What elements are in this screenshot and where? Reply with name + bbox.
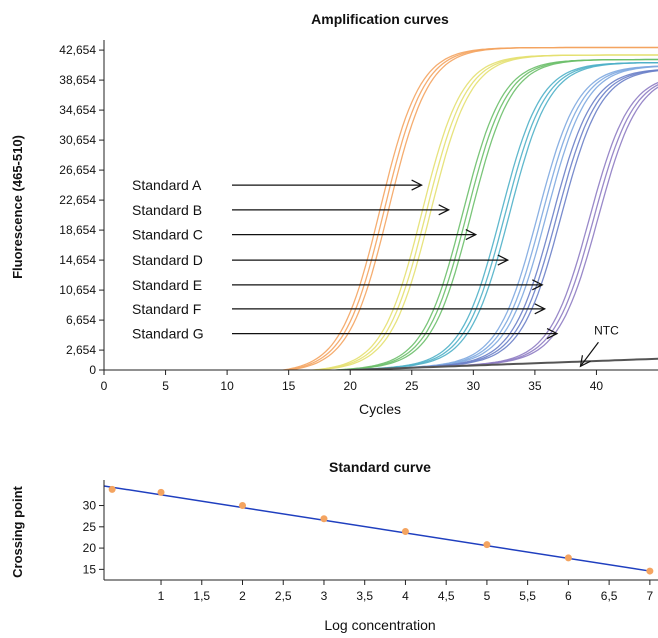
series-line-ntc [322, 357, 658, 370]
standard-y-tick-label: 15 [83, 562, 97, 576]
amplification-y-tick-label: 14,654 [59, 253, 96, 267]
amplification-x-tick-label: 35 [528, 379, 542, 393]
amplification-y-tick-label: 34,654 [59, 103, 96, 117]
amplification-y-tick-label: 38,654 [59, 73, 96, 87]
amplification-y-tick-label: 26,654 [59, 163, 96, 177]
amplification-y-tick-label: 30,654 [59, 133, 96, 147]
amplification-x-axis-label: Cycles [359, 401, 401, 417]
standard-x-tick-label: 6,5 [601, 589, 618, 603]
standard-curve-chart: Standard curve Crossing point Log concen… [10, 459, 658, 633]
series-line-standard-c [327, 58, 658, 370]
data-point [108, 485, 116, 493]
amplification-x-tick-label: 40 [590, 379, 604, 393]
standard-y-tick-label: 25 [83, 520, 97, 534]
amplification-annotations: Standard A Standard B Standard C Standard D… [132, 177, 619, 368]
data-point [564, 554, 572, 562]
annotation-label-standard-g: Standard G [132, 326, 204, 342]
annotation-label-standard-c: Standard C [132, 227, 203, 243]
amplification-axes: 0 5 10 15 20 25 30 35 40 0 2,654 6,654 10,654 14,654 1… [59, 40, 658, 393]
amplification-y-tick-label: 0 [89, 363, 96, 377]
amplification-chart-title: Amplification curves [311, 11, 449, 27]
standard-x-tick-label: 1,5 [193, 589, 210, 603]
annotation-arrow-head [438, 204, 451, 216]
standard-x-tick-label: 6 [565, 589, 572, 603]
standard-x-tick-label: 5 [484, 589, 491, 603]
amplification-chart: Amplification curves Fluorescence (465-5… [10, 11, 658, 417]
annotation-arrow-head [546, 328, 559, 340]
annotation-arrow-head [534, 303, 547, 315]
amplification-x-tick-label: 10 [220, 379, 234, 393]
data-point [483, 541, 491, 549]
standard-x-tick-label: 1 [158, 589, 165, 603]
standard-x-tick-label: 4,5 [438, 589, 455, 603]
amplification-x-tick-label: 5 [162, 379, 169, 393]
annotation-label-standard-d: Standard D [132, 252, 203, 268]
annotation-arrow-head [411, 179, 423, 191]
amplification-y-axis-label: Fluorescence (465-510) [10, 135, 25, 279]
standard-y-tick-label: 20 [83, 541, 97, 555]
amplification-y-tick-label: 10,654 [59, 283, 96, 297]
amplification-y-tick-label: 2,654 [66, 343, 96, 357]
amplification-y-tick-label: 18,654 [59, 223, 96, 237]
annotation-label-standard-b: Standard B [132, 202, 202, 218]
ntc-arrow [579, 341, 599, 367]
annotation-label-standard-a: Standard A [132, 177, 202, 193]
amplification-x-tick-label: 25 [405, 379, 419, 393]
data-point [646, 567, 654, 575]
data-point [401, 527, 409, 535]
standard-y-tick-label: 30 [83, 499, 97, 513]
standard-x-tick-label: 5,5 [519, 589, 536, 603]
amplification-x-tick-label: 15 [282, 379, 296, 393]
amplification-curves [278, 46, 658, 370]
annotation-arrow-head [465, 229, 478, 241]
data-point [157, 488, 165, 496]
amplification-x-tick-label: 20 [344, 379, 358, 393]
standard-curve-fit-line [103, 485, 650, 572]
standard-curve-title: Standard curve [329, 459, 431, 475]
standard-x-tick-label: 4 [402, 589, 409, 603]
amplification-y-tick-label: 6,654 [66, 313, 96, 327]
amplification-x-tick-label: 30 [467, 379, 481, 393]
standard-curve-axes: 1 1,5 2 2,5 3 3,5 4 4,5 5 5,5 6 6,5 7 15 20 25 30 [83, 480, 658, 603]
annotation-label-standard-f: Standard F [132, 301, 201, 317]
amplification-y-tick-label: 22,654 [59, 193, 96, 207]
ntc-arrow-head [579, 355, 591, 368]
series-line-standard-a [285, 46, 658, 370]
standard-x-tick-label: 3 [321, 589, 328, 603]
standard-x-tick-label: 3,5 [356, 589, 373, 603]
standard-x-tick-label: 2,5 [275, 589, 292, 603]
fit-line [103, 485, 650, 572]
standard-x-tick-label: 7 [647, 589, 654, 603]
standard-curve-x-axis-label: Log concentration [324, 617, 435, 633]
amplification-x-tick-label: 0 [101, 379, 108, 393]
standard-x-tick-label: 2 [239, 589, 246, 603]
annotation-arrow-head [497, 254, 510, 266]
ntc-label: NTC [594, 323, 619, 337]
annotation-arrow-head [532, 279, 544, 291]
standard-curve-points [108, 485, 654, 575]
data-point [239, 502, 246, 510]
annotation-label-standard-e: Standard E [132, 277, 202, 293]
standard-curve-y-axis-label: Crossing point [10, 485, 25, 577]
amplification-y-tick-label: 42,654 [59, 43, 96, 57]
series-line-standard-b [310, 54, 658, 370]
data-point [320, 515, 328, 523]
